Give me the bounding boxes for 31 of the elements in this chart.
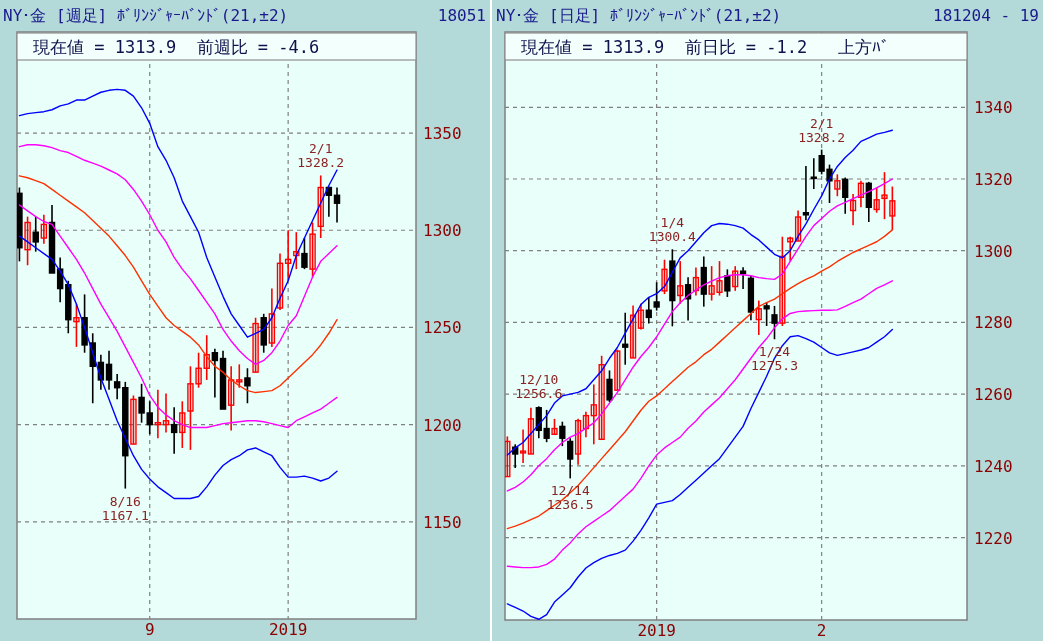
y-tick-label: 1300 bbox=[974, 241, 1013, 261]
x-tick-label: 2019 bbox=[637, 621, 676, 640]
annotation: 8/16 1167.1 bbox=[101, 493, 149, 523]
chart-title: NY･金 [週足] ﾎﾞﾘﾝｼﾞｬｰﾊﾞﾝﾄﾞ(21,±2) bbox=[3, 6, 289, 25]
y-tick-label: 1320 bbox=[974, 170, 1013, 189]
y-tick-label: 1260 bbox=[974, 385, 1013, 405]
y-tick-label: 1280 bbox=[974, 313, 1013, 333]
annotation: 現在値 = 1313.9 前日比 = -1.2 上方ﾊﾞ bbox=[521, 37, 890, 57]
annotation: 2/1 1328.2 bbox=[798, 115, 846, 145]
chart-title: NY･金 [日足] ﾎﾞﾘﾝｼﾞｬｰﾊﾞﾝﾄﾞ(21,±2) bbox=[496, 6, 782, 25]
x-tick-label: 2019 bbox=[268, 620, 308, 639]
y-tick-label: 1300 bbox=[423, 221, 462, 241]
y-tick-label: 1350 bbox=[423, 124, 462, 144]
line-series bbox=[506, 229, 894, 530]
annotation: 12/10 1256.6 bbox=[515, 372, 563, 402]
y-tick-label: 1200 bbox=[423, 415, 462, 435]
y-tick-label: 1250 bbox=[423, 318, 462, 338]
text: 181204 - 19 bbox=[933, 6, 1039, 25]
annotation: 2/1 1328.2 bbox=[297, 141, 345, 171]
y-tick-label: 1240 bbox=[974, 456, 1013, 476]
y-tick-label: 1150 bbox=[423, 512, 462, 532]
annotation: 1/4 1300.4 bbox=[648, 215, 697, 245]
line-series bbox=[18, 175, 338, 394]
x-tick-label: 9 bbox=[144, 620, 155, 639]
line-series bbox=[506, 280, 894, 569]
y-tick-label: 1220 bbox=[974, 528, 1013, 548]
text: 18051 bbox=[437, 6, 486, 25]
annotation: 現在値 = 1313.9 前週比 = -4.6 bbox=[33, 37, 320, 57]
line-series bbox=[506, 328, 894, 620]
y-tick-label: 1340 bbox=[974, 98, 1013, 118]
x-tick-label: 2 bbox=[816, 621, 827, 640]
